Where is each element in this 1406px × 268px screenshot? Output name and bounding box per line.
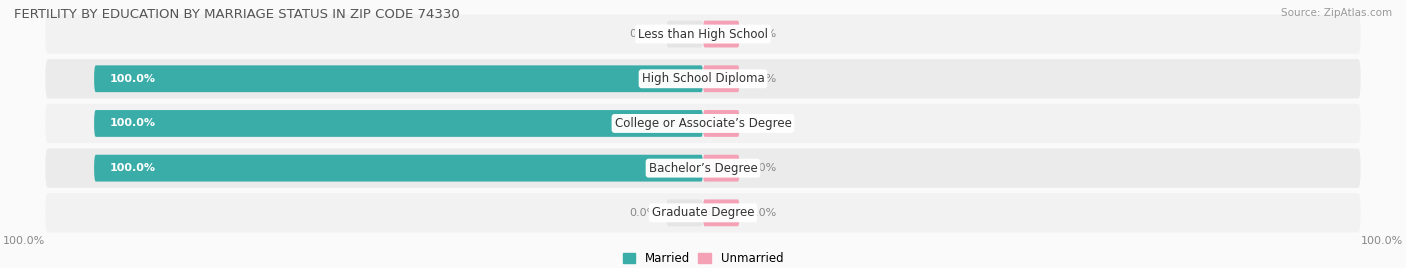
Text: 0.0%: 0.0%: [748, 118, 778, 128]
FancyBboxPatch shape: [703, 199, 740, 226]
FancyBboxPatch shape: [94, 155, 703, 181]
FancyBboxPatch shape: [703, 155, 740, 181]
FancyBboxPatch shape: [666, 199, 703, 226]
Text: 0.0%: 0.0%: [628, 29, 658, 39]
Text: FERTILITY BY EDUCATION BY MARRIAGE STATUS IN ZIP CODE 74330: FERTILITY BY EDUCATION BY MARRIAGE STATU…: [14, 8, 460, 21]
Text: 100.0%: 100.0%: [110, 74, 155, 84]
FancyBboxPatch shape: [94, 65, 703, 92]
FancyBboxPatch shape: [703, 110, 740, 137]
Text: Source: ZipAtlas.com: Source: ZipAtlas.com: [1281, 8, 1392, 18]
FancyBboxPatch shape: [45, 59, 1361, 98]
FancyBboxPatch shape: [45, 104, 1361, 143]
Legend: Married, Unmarried: Married, Unmarried: [617, 247, 789, 268]
Text: Bachelor’s Degree: Bachelor’s Degree: [648, 162, 758, 175]
Text: Graduate Degree: Graduate Degree: [652, 206, 754, 219]
Text: 100.0%: 100.0%: [110, 163, 155, 173]
Text: High School Diploma: High School Diploma: [641, 72, 765, 85]
FancyBboxPatch shape: [703, 65, 740, 92]
FancyBboxPatch shape: [666, 21, 703, 47]
Text: 0.0%: 0.0%: [748, 208, 778, 218]
Text: 100.0%: 100.0%: [3, 236, 45, 245]
FancyBboxPatch shape: [45, 148, 1361, 188]
Text: 0.0%: 0.0%: [748, 74, 778, 84]
FancyBboxPatch shape: [703, 21, 740, 47]
FancyBboxPatch shape: [45, 14, 1361, 54]
Text: Less than High School: Less than High School: [638, 28, 768, 40]
Text: 0.0%: 0.0%: [628, 208, 658, 218]
Text: 100.0%: 100.0%: [110, 118, 155, 128]
Text: 0.0%: 0.0%: [748, 29, 778, 39]
Text: 100.0%: 100.0%: [1361, 236, 1403, 245]
Text: 0.0%: 0.0%: [748, 163, 778, 173]
FancyBboxPatch shape: [45, 193, 1361, 233]
FancyBboxPatch shape: [94, 110, 703, 137]
Text: College or Associate’s Degree: College or Associate’s Degree: [614, 117, 792, 130]
